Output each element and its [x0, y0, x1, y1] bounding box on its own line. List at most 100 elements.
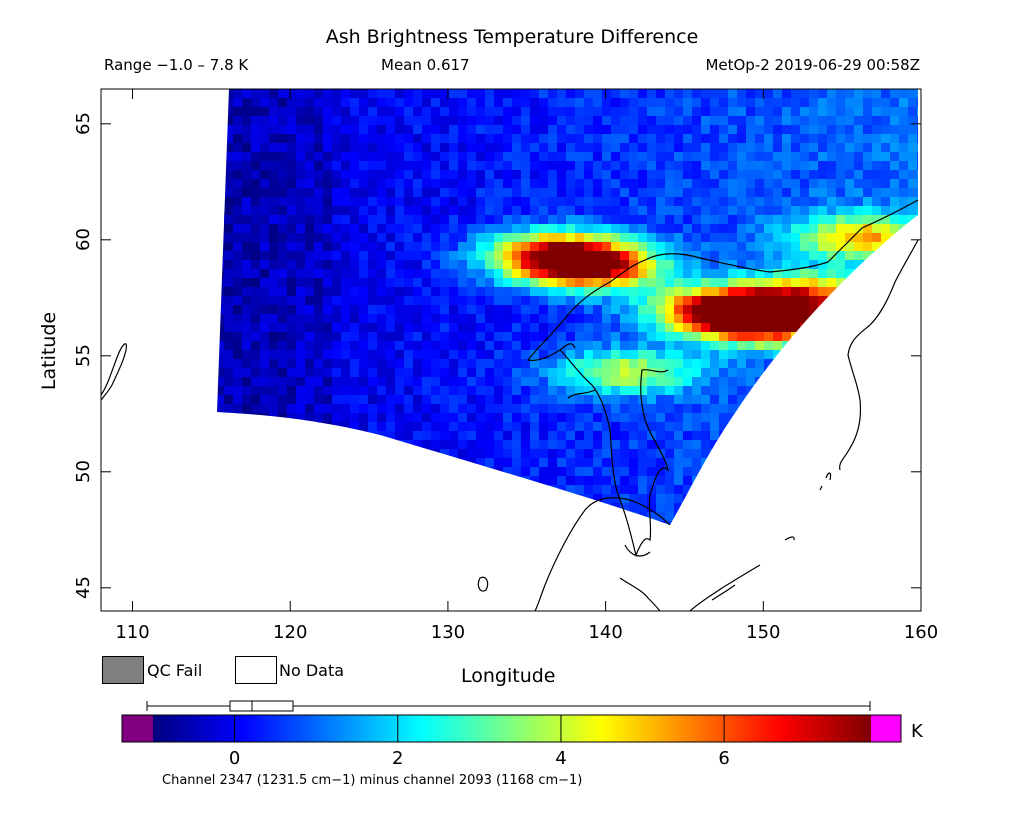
data-cell	[476, 89, 486, 99]
data-cell	[764, 530, 774, 540]
data-cell	[413, 593, 423, 603]
data-cell	[710, 179, 720, 189]
data-cell	[845, 215, 855, 225]
data-cell	[908, 359, 918, 369]
data-cell	[809, 602, 819, 612]
data-cell	[386, 260, 396, 270]
data-cell	[350, 512, 360, 522]
data-cell	[314, 278, 324, 288]
data-cell	[656, 179, 666, 189]
data-cell	[593, 512, 603, 522]
data-cell	[746, 323, 756, 333]
data-cell	[467, 503, 477, 513]
data-cell	[323, 530, 333, 540]
data-cell	[908, 215, 918, 225]
data-cell	[728, 377, 738, 387]
data-cell	[217, 323, 225, 333]
data-cell	[341, 395, 351, 405]
data-cell	[467, 152, 477, 162]
data-cell	[566, 134, 576, 144]
data-cell	[827, 125, 837, 135]
data-cell	[404, 242, 414, 252]
data-cell	[251, 458, 261, 468]
data-cell	[836, 242, 846, 252]
data-cell	[413, 206, 423, 216]
data-cell	[458, 152, 468, 162]
colorbar-unit: K	[911, 721, 923, 742]
data-cell	[917, 116, 918, 126]
data-cell	[251, 530, 261, 540]
data-cell	[404, 224, 414, 234]
data-cell	[467, 296, 477, 306]
data-cell	[557, 566, 567, 576]
data-cell	[602, 368, 612, 378]
data-cell	[917, 539, 927, 549]
data-cell	[611, 557, 621, 567]
data-cell	[782, 242, 792, 252]
data-cell	[530, 251, 540, 261]
data-cell	[647, 89, 657, 99]
data-cell	[827, 494, 837, 504]
data-cell	[440, 260, 450, 270]
data-cell	[899, 107, 909, 117]
data-cell	[413, 287, 423, 297]
data-cell	[683, 251, 693, 261]
data-cell	[818, 458, 828, 468]
data-cell	[665, 161, 675, 171]
data-cell	[746, 350, 756, 360]
data-cell	[809, 503, 819, 513]
data-cell	[217, 161, 225, 171]
data-cell	[251, 98, 261, 108]
data-cell	[872, 458, 882, 468]
data-cell	[908, 323, 918, 333]
data-cell	[539, 485, 549, 495]
data-cell	[611, 395, 621, 405]
data-cell	[827, 233, 837, 243]
data-cell	[296, 458, 306, 468]
data-cell	[332, 134, 342, 144]
data-cell	[413, 215, 423, 225]
data-cell	[647, 170, 657, 180]
data-cell	[845, 458, 855, 468]
data-cell	[386, 584, 396, 594]
data-cell	[701, 170, 711, 180]
data-cell	[863, 170, 873, 180]
data-cell	[782, 278, 792, 288]
data-cell	[854, 161, 864, 171]
data-cell	[593, 215, 603, 225]
data-cell	[728, 359, 738, 369]
data-cell	[692, 179, 702, 189]
data-cell	[674, 197, 684, 207]
data-cell	[728, 98, 738, 108]
data-cell	[854, 152, 864, 162]
data-cell	[503, 413, 513, 423]
data-cell	[827, 215, 837, 225]
data-cell	[584, 224, 594, 234]
data-cell	[386, 350, 396, 360]
data-cell	[314, 593, 324, 603]
data-cell	[692, 152, 702, 162]
data-cell	[638, 260, 648, 270]
data-cell	[296, 494, 306, 504]
data-cell	[908, 449, 918, 459]
data-cell	[629, 152, 639, 162]
data-cell	[809, 485, 819, 495]
data-cell	[485, 296, 495, 306]
data-cell	[728, 485, 738, 495]
data-cell	[305, 440, 315, 450]
data-cell	[728, 278, 738, 288]
data-cell	[431, 323, 441, 333]
data-cell	[854, 557, 864, 567]
data-cell	[305, 404, 315, 414]
data-cell	[881, 215, 891, 225]
data-cell	[791, 377, 801, 387]
data-cell	[584, 242, 594, 252]
data-cell	[260, 251, 270, 261]
data-cell	[746, 395, 756, 405]
data-cell	[782, 98, 792, 108]
data-cell	[629, 350, 639, 360]
data-cell	[773, 503, 783, 513]
data-cell	[800, 287, 810, 297]
data-cell	[377, 278, 387, 288]
data-cell	[440, 269, 450, 279]
